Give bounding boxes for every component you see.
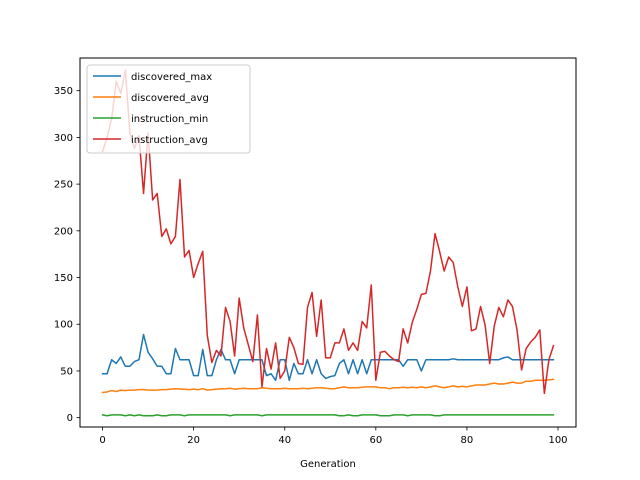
series-line-instruction-min	[101, 413, 555, 417]
x-tick-label: 100	[548, 435, 567, 446]
plot-frame	[79, 57, 577, 428]
x-tick-label: 0	[99, 435, 105, 446]
x-tick-label: 60	[369, 435, 382, 446]
y-tick-label: 350	[54, 86, 73, 97]
legend-label: instruction_min	[131, 114, 208, 125]
legend-label: instruction_avg	[131, 135, 208, 146]
legend-label: discovered_max	[131, 72, 212, 83]
series-layer	[101, 69, 555, 417]
series-line-discovered-max	[101, 333, 555, 382]
legend: discovered_max discovered_avg instruction_…	[86, 64, 251, 154]
y-tick-label: 100	[54, 320, 73, 331]
y-tick-label: 50	[60, 366, 73, 377]
x-axis-label: Generation	[300, 459, 356, 470]
x-tick-label: 40	[278, 435, 291, 446]
y-tick-label: 200	[54, 226, 73, 237]
y-tick-label: 300	[54, 133, 73, 144]
x-tick-label: 20	[187, 435, 200, 446]
legend-label: discovered_avg	[131, 93, 209, 104]
legend-box	[86, 64, 251, 154]
y-tick-label: 0	[67, 413, 73, 424]
x-tick-label: 80	[461, 435, 474, 446]
y-tick-label: 150	[54, 273, 73, 284]
tick-layer: 0 20 40 60 80 100 0 50 100 150 200 250 300 350	[54, 86, 568, 446]
series-line-instruction-avg	[101, 69, 555, 395]
series-line-discovered-avg	[101, 378, 555, 394]
y-tick-label: 250	[54, 180, 73, 191]
